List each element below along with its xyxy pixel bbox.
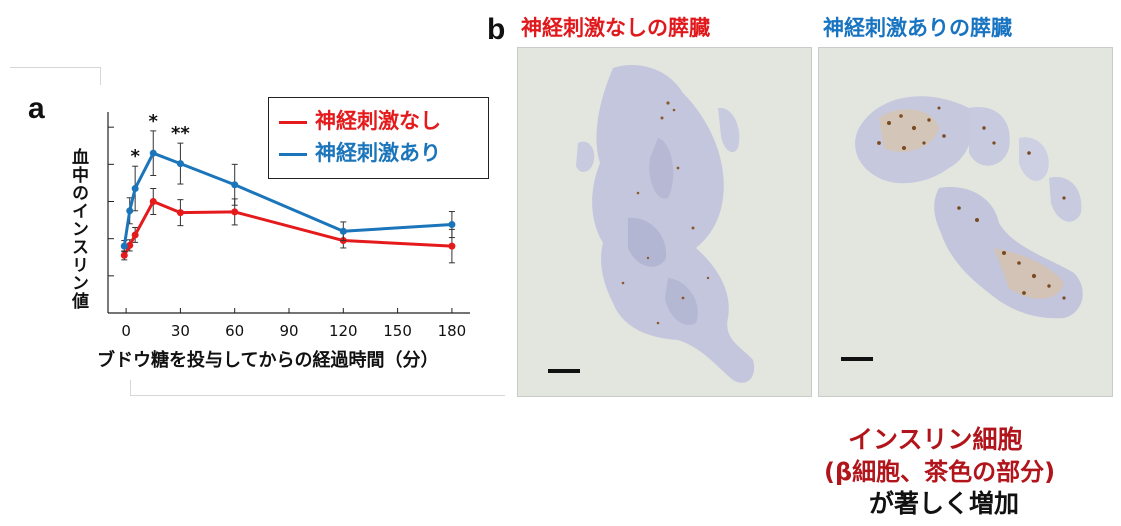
title-with-stimulation: 神経刺激ありの膵臓: [823, 16, 1012, 40]
data-point-0: [448, 242, 456, 250]
frame-line-top: [10, 67, 100, 68]
panel-a-label: a: [28, 92, 45, 125]
pancreas-tissue-with-stimulation: [841, 96, 1083, 361]
data-point-1: [339, 227, 347, 235]
x-tick-label-30: 30: [171, 322, 190, 340]
data-point-0: [176, 209, 184, 217]
significance-marker: *: [149, 111, 159, 132]
annotation-increase: が著しく増加: [869, 489, 1020, 518]
x-axis-label: ブドウ糖を投与してからの経過時間（分）: [97, 350, 439, 371]
data-point-0: [231, 208, 239, 216]
panel-b-label: b: [487, 13, 506, 46]
data-point-1: [131, 184, 139, 192]
x-tick-label-60: 60: [225, 322, 244, 340]
pancreas-tissue-no-stimulation: [548, 65, 755, 383]
x-tick-label-90: 90: [279, 322, 298, 340]
legend-swatch-blue: [279, 152, 307, 156]
data-point-1: [126, 207, 134, 215]
x-tick-label-180: 180: [438, 322, 467, 340]
significance-marker: **: [171, 123, 190, 144]
y-axis-label: 血中のインスリン値: [68, 148, 88, 310]
pancreas-image-no-stimulation: [517, 47, 812, 397]
significance-marker: *: [130, 146, 140, 167]
annotation-insulin-cells: インスリン細胞: [848, 425, 1023, 454]
data-point-1: [120, 242, 128, 250]
x-tick-label-0: 0: [121, 322, 131, 340]
legend-label-no-stimulation: 神経刺激なし: [315, 109, 441, 133]
annotation-beta-cells: (β細胞、茶色の部分): [824, 458, 1056, 486]
data-point-1: [448, 221, 456, 229]
data-point-1: [231, 181, 239, 189]
series-line-1: [122, 151, 452, 247]
title-without-stimulation: 神経刺激なしの膵臓: [521, 16, 710, 40]
legend-swatch-red: [279, 120, 307, 124]
data-point-0: [149, 198, 157, 205]
frame-line-bottom: [130, 395, 505, 396]
data-point-1: [176, 160, 184, 168]
legend-item-stimulation: 神経刺激あり: [279, 140, 441, 166]
x-tick-label-120: 120: [329, 322, 358, 340]
frame-line-top-right: [100, 67, 101, 85]
data-point-0: [131, 231, 139, 239]
data-point-0: [126, 241, 134, 249]
legend-item-no-stimulation: 神経刺激なし: [279, 108, 441, 134]
chart-legend: 神経刺激なし 神経刺激あり: [268, 97, 489, 179]
legend-label-stimulation: 神経刺激あり: [315, 141, 441, 165]
pancreas-image-with-stimulation: [818, 47, 1113, 397]
data-point-0: [120, 251, 128, 259]
frame-line-bottom-left: [130, 380, 131, 396]
insulin-line-chart: 0 30 60 90 120 150 180****: [107, 111, 470, 340]
data-point-1: [149, 149, 157, 157]
x-tick-label-150: 150: [383, 322, 412, 340]
